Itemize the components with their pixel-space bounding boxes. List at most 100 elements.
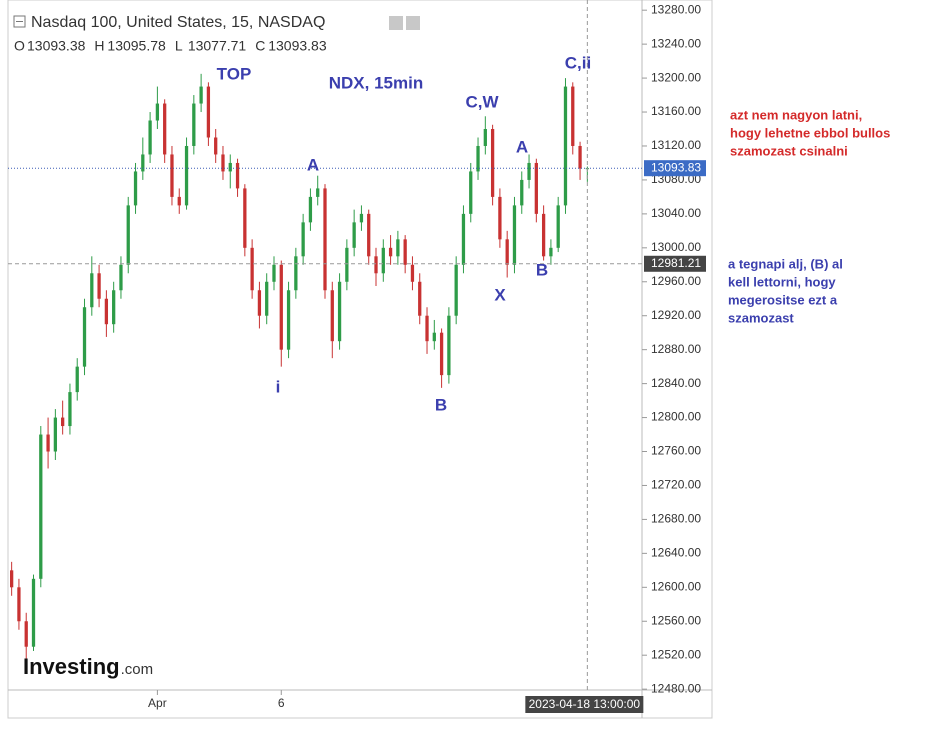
candle-body <box>90 273 94 308</box>
candle-body <box>46 434 50 452</box>
candle-body <box>556 205 560 248</box>
candle-body <box>53 417 58 452</box>
x-tick-label: 6 <box>278 696 285 710</box>
candle-body <box>571 86 575 146</box>
candle-body <box>337 281 342 342</box>
candle-body <box>265 281 269 316</box>
candle-body <box>126 205 130 265</box>
candle-body <box>498 196 502 240</box>
ohlc-value: 13093.83 <box>268 38 327 54</box>
wave-annotation: A <box>307 155 319 174</box>
candle-body <box>243 188 247 248</box>
note-red: hogy lehetne ebbol bullos <box>730 125 890 140</box>
note-blue: megerositse ezt a <box>728 292 838 307</box>
candle-body <box>388 247 393 257</box>
wave-annotation: i <box>276 377 281 396</box>
crosshair-date-label: 2023-04-18 13:00:00 <box>529 697 641 711</box>
y-tick-label: 12840.00 <box>651 376 701 390</box>
candle-body <box>447 315 451 376</box>
y-tick-label: 13040.00 <box>651 206 701 220</box>
candle-body <box>359 213 364 223</box>
y-tick-label: 12800.00 <box>651 410 701 424</box>
wave-annotation: TOP <box>217 64 252 83</box>
y-tick-label: 12600.00 <box>651 579 701 593</box>
note-red: szamozast csinalni <box>730 143 848 158</box>
candle-body <box>381 247 385 274</box>
candle-body <box>527 162 531 180</box>
candle-body <box>228 162 232 172</box>
last-price-label: 13093.83 <box>651 160 701 174</box>
y-tick-label: 12760.00 <box>651 444 701 458</box>
candle-body <box>490 129 495 197</box>
candle-body <box>469 171 473 214</box>
candle-body <box>352 222 356 248</box>
candle-body <box>24 621 28 647</box>
watermark: Investing <box>23 654 120 679</box>
candle-body <box>192 103 196 146</box>
wave-annotation: X <box>494 285 506 304</box>
candle-body <box>578 145 582 169</box>
candle-body <box>184 145 189 206</box>
wave-annotation: C,ii <box>565 53 591 72</box>
config-icon[interactable] <box>406 16 420 30</box>
ohlc-label: H <box>94 38 104 54</box>
wave-annotation: B <box>536 260 548 279</box>
candle-body <box>323 188 327 291</box>
candle-body <box>97 273 101 299</box>
candle-body <box>432 332 436 342</box>
candle-body <box>221 154 225 172</box>
candle-body <box>294 256 298 291</box>
candle-body <box>505 239 509 265</box>
y-tick-label: 12920.00 <box>651 308 701 322</box>
candle-body <box>330 290 334 342</box>
candle-body <box>541 213 546 257</box>
candle-body <box>163 103 167 155</box>
y-tick-label: 13000.00 <box>651 240 701 254</box>
y-tick-label: 12960.00 <box>651 274 701 288</box>
candle-body <box>403 239 407 265</box>
collapse-icon[interactable] <box>13 15 26 28</box>
y-tick-label: 12520.00 <box>651 647 701 661</box>
candle-body <box>141 154 145 172</box>
candle-body <box>31 578 36 647</box>
note-blue: szamozast <box>728 310 794 325</box>
chart-frame <box>7 0 713 719</box>
wave-annotation: C,W <box>465 92 499 111</box>
watermark: .com <box>121 661 154 678</box>
note-blue: a tegnapi alj, (B) al <box>728 256 843 271</box>
y-tick-label: 12680.00 <box>651 512 701 526</box>
candle-body <box>250 247 254 291</box>
candle-body <box>520 179 524 206</box>
y-tick-label: 13240.00 <box>651 36 701 50</box>
candle-body <box>439 332 444 376</box>
candle-body <box>308 196 313 223</box>
candle-body <box>374 256 378 274</box>
crosshair-price-tag <box>644 255 706 272</box>
candle-body <box>396 239 400 257</box>
candle-body <box>257 290 262 316</box>
wave-annotation: A <box>516 137 528 156</box>
candle-body <box>17 587 21 622</box>
crosshair-date-tag <box>525 696 644 713</box>
candle-body <box>148 120 152 155</box>
note-red: azt nem nagyon latni, <box>730 107 862 122</box>
candle-body <box>483 129 487 146</box>
candle-body <box>534 162 538 214</box>
candle-body <box>39 434 43 579</box>
candle-body <box>410 264 415 282</box>
y-tick-label: 12480.00 <box>651 681 701 695</box>
candle-body <box>301 222 305 257</box>
candle-body <box>112 290 116 325</box>
ohlc-label: O <box>14 38 25 54</box>
candle-body <box>214 137 218 155</box>
candle-body <box>461 213 466 265</box>
candle-body <box>563 86 568 206</box>
candle-body <box>199 86 203 104</box>
candle-body <box>316 188 320 197</box>
candle-body <box>10 570 14 588</box>
wave-annotation: B <box>435 395 447 414</box>
settings-icon[interactable] <box>389 16 403 30</box>
last-price-tag <box>644 160 706 177</box>
wave-annotation: NDX, 15min <box>329 73 423 92</box>
ohlc-value: 13077.71 <box>188 38 247 54</box>
